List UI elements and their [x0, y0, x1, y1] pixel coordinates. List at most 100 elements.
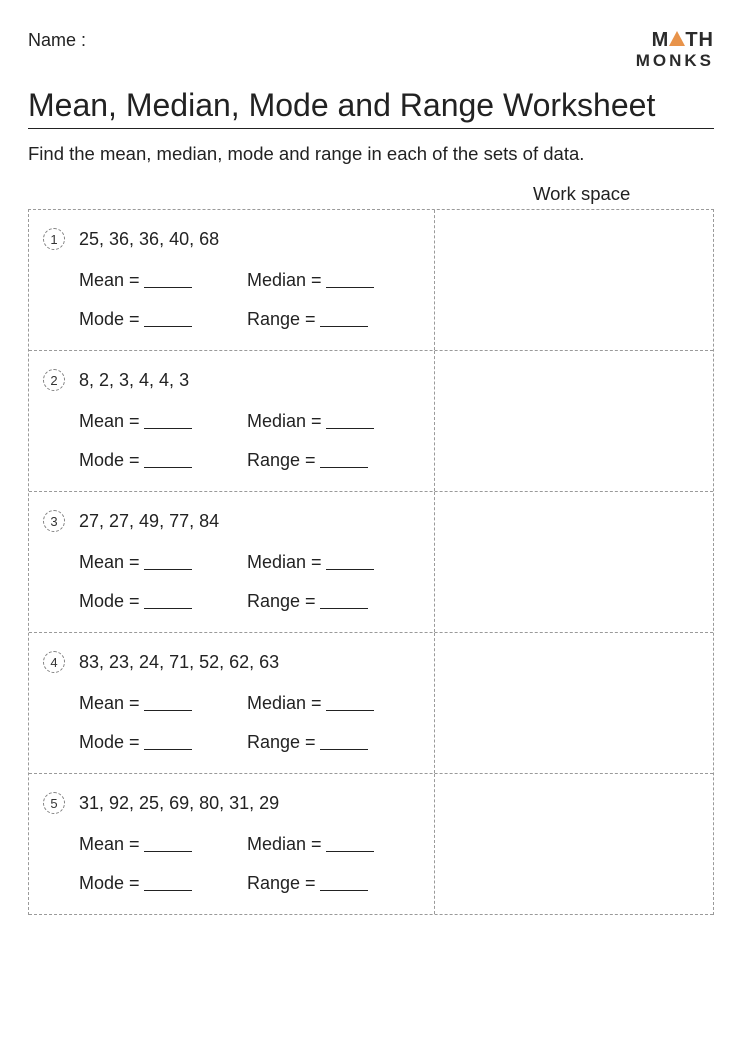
mode-answer: Mode = [79, 591, 247, 612]
question-number: 5 [43, 792, 65, 814]
mean-answer: Mean = [79, 693, 247, 714]
answer-line: Mode = Range = [43, 732, 420, 753]
logo: MTH MONKS [636, 30, 714, 69]
mode-blank[interactable] [144, 749, 192, 750]
logo-th: TH [685, 29, 714, 51]
median-answer: Median = [247, 411, 374, 432]
mean-blank[interactable] [144, 428, 192, 429]
mean-label: Mean = [79, 693, 140, 714]
answer-line: Mean = Median = [43, 834, 420, 855]
mean-label: Mean = [79, 411, 140, 432]
median-label: Median = [247, 693, 322, 714]
range-blank[interactable] [320, 326, 368, 327]
median-answer: Median = [247, 552, 374, 573]
instructions: Find the mean, median, mode and range in… [28, 143, 714, 165]
median-answer: Median = [247, 693, 374, 714]
median-answer: Median = [247, 834, 374, 855]
question-header: 5 31, 92, 25, 69, 80, 31, 29 [43, 792, 420, 814]
median-label: Median = [247, 270, 322, 291]
range-blank[interactable] [320, 467, 368, 468]
median-label: Median = [247, 834, 322, 855]
range-answer: Range = [247, 450, 368, 471]
mode-blank[interactable] [144, 608, 192, 609]
name-label: Name : [28, 30, 86, 51]
question-row: 327, 27, 49, 77, 84 Mean =Median = Mode = R… [29, 492, 713, 633]
median-blank[interactable] [326, 569, 374, 570]
mean-answer: Mean = [79, 270, 247, 291]
mode-label: Mode = [79, 732, 140, 753]
question-row: 1 25, 36, 36, 40, 68 Mean = Median = Mode = R… [29, 210, 713, 351]
question-cell: 2 8, 2, 3, 4, 4, 3 Mean = Median = Mode = Ran… [29, 351, 435, 491]
median-label: Median = [247, 411, 322, 432]
mean-answer: Mean = [79, 411, 247, 432]
workspace-header: Work space [28, 183, 714, 205]
mean-blank[interactable] [144, 710, 192, 711]
median-blank[interactable] [326, 851, 374, 852]
logo-line2: MONKS [636, 52, 714, 69]
question-cell: 1 25, 36, 36, 40, 68 Mean = Median = Mode = R… [29, 210, 435, 350]
answer-line: Mean = Median = [43, 411, 420, 432]
mode-label: Mode = [79, 450, 140, 471]
question-data: 25, 36, 36, 40, 68 [79, 229, 219, 250]
question-row: 5 31, 92, 25, 69, 80, 31, 29 Mean = Median … [29, 774, 713, 915]
mean-label: Mean = [79, 834, 140, 855]
question-data: 27, 27, 49, 77, 84 [79, 511, 219, 532]
mean-blank[interactable] [144, 569, 192, 570]
mode-answer: Mode = [79, 309, 247, 330]
range-answer: Range = [247, 309, 368, 330]
median-answer: Median = [247, 270, 374, 291]
range-blank[interactable] [320, 608, 368, 609]
workspace-cell [435, 633, 713, 773]
mode-blank[interactable] [144, 467, 192, 468]
question-header: 1 25, 36, 36, 40, 68 [43, 228, 420, 250]
workspace-cell [435, 351, 713, 491]
mean-answer: Mean = [79, 834, 247, 855]
mean-answer: Mean = [79, 552, 247, 573]
page-title: Mean, Median, Mode and Range Worksheet [28, 87, 714, 124]
question-header: 327, 27, 49, 77, 84 [43, 510, 420, 532]
question-data: 31, 92, 25, 69, 80, 31, 29 [79, 793, 279, 814]
question-number: 4 [43, 651, 65, 673]
mode-answer: Mode = [79, 873, 247, 894]
question-cell: 5 31, 92, 25, 69, 80, 31, 29 Mean = Median … [29, 774, 435, 914]
question-number: 2 [43, 369, 65, 391]
mean-blank[interactable] [144, 851, 192, 852]
mode-label: Mode = [79, 309, 140, 330]
range-answer: Range = [247, 732, 368, 753]
mode-label: Mode = [79, 591, 140, 612]
title-rule [28, 128, 714, 129]
range-answer: Range = [247, 873, 368, 894]
mode-blank[interactable] [144, 326, 192, 327]
question-number: 1 [43, 228, 65, 250]
question-data: 83, 23, 24, 71, 52, 62, 63 [79, 652, 279, 673]
logo-line1: MTH [636, 30, 714, 50]
header-row: Name : MTH MONKS [28, 30, 714, 69]
workspace-cell [435, 492, 713, 632]
question-data: 8, 2, 3, 4, 4, 3 [79, 370, 189, 391]
mean-blank[interactable] [144, 287, 192, 288]
mean-label: Mean = [79, 270, 140, 291]
median-blank[interactable] [326, 428, 374, 429]
range-label: Range = [247, 591, 316, 612]
mode-answer: Mode = [79, 450, 247, 471]
range-answer: Range = [247, 591, 368, 612]
range-blank[interactable] [320, 749, 368, 750]
answer-line: Mean = Median = [43, 270, 420, 291]
question-header: 2 8, 2, 3, 4, 4, 3 [43, 369, 420, 391]
median-blank[interactable] [326, 710, 374, 711]
workspace-cell [435, 210, 713, 350]
median-blank[interactable] [326, 287, 374, 288]
mode-blank[interactable] [144, 890, 192, 891]
answer-line: Mode = Range = [43, 450, 420, 471]
mode-label: Mode = [79, 873, 140, 894]
range-label: Range = [247, 450, 316, 471]
range-blank[interactable] [320, 890, 368, 891]
answer-line: Mean = Median = [43, 693, 420, 714]
answer-line: Mean =Median = [43, 552, 420, 573]
workspace-cell [435, 774, 713, 914]
range-label: Range = [247, 732, 316, 753]
question-row: 4 83, 23, 24, 71, 52, 62, 63 Mean = Median … [29, 633, 713, 774]
answer-line: Mode = Range = [43, 873, 420, 894]
worksheet-grid: 125, 36, 36, 40, 68Mean =Median =Mode =R… [28, 209, 714, 915]
answer-line: Mode = Range = [43, 591, 420, 612]
